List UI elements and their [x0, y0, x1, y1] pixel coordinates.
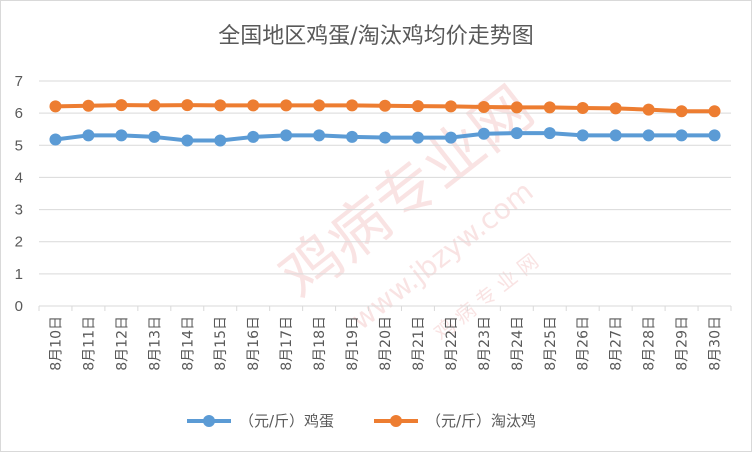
data-point — [708, 105, 721, 118]
data-point — [247, 130, 260, 143]
y-tick-label: 7 — [15, 73, 23, 90]
x-tick-label: 8月22日 — [444, 316, 460, 371]
data-point — [642, 103, 655, 116]
data-point — [346, 130, 359, 143]
x-tick-label: 8月30日 — [708, 316, 724, 371]
grid — [38, 80, 732, 311]
y-axis-ticks: 0 1 2 3 4 5 6 7 — [15, 73, 23, 315]
x-tick-label: 8月18日 — [312, 316, 328, 371]
x-tick-label: 8月23日 — [477, 316, 493, 371]
x-tick-label: 8月12日 — [114, 316, 130, 371]
data-point — [379, 131, 391, 144]
legend-marker — [390, 415, 402, 427]
data-point — [411, 100, 424, 113]
data-point — [444, 100, 457, 113]
data-point — [510, 127, 523, 140]
data-point — [313, 99, 326, 112]
data-point — [642, 129, 655, 142]
data-point — [675, 105, 688, 118]
data-point — [543, 127, 556, 140]
data-point — [609, 102, 622, 115]
data-point — [82, 99, 95, 112]
data-point — [181, 134, 194, 147]
legend-marker — [203, 415, 215, 427]
y-tick-label: 4 — [15, 169, 23, 186]
data-point — [444, 131, 457, 144]
series — [49, 99, 721, 147]
x-tick-label: 8月25日 — [543, 316, 559, 371]
data-point — [477, 127, 490, 140]
x-axis-ticks: 8月10日 8月11日 8月12日 8月13日 8月14日 8月15日 8月16日 8月17日… — [48, 316, 723, 371]
data-point — [115, 129, 128, 142]
legend-label: （元/斤）淘汰鸡 — [426, 412, 536, 430]
x-tick-label: 8月14日 — [180, 316, 196, 371]
data-point — [82, 129, 95, 142]
data-point — [510, 101, 523, 114]
x-tick-label: 8月29日 — [675, 316, 691, 371]
y-tick-label: 3 — [15, 202, 23, 219]
data-point — [214, 99, 227, 112]
data-point — [49, 133, 62, 146]
x-tick-label: 8月27日 — [609, 316, 625, 371]
data-point — [115, 99, 128, 112]
data-point — [49, 100, 62, 113]
legend-item: （元/斤）淘汰鸡 — [374, 412, 536, 430]
y-tick-label: 0 — [15, 298, 23, 315]
data-point — [247, 99, 260, 112]
data-point — [280, 129, 293, 142]
data-point — [609, 129, 622, 142]
chart-title: 全国地区鸡蛋/淘汰鸡均价走势图 — [218, 24, 533, 49]
data-point — [675, 129, 688, 142]
x-tick-label: 8月24日 — [510, 316, 526, 371]
data-point — [379, 99, 391, 112]
series-2 — [49, 99, 721, 118]
x-tick-label: 8月26日 — [576, 316, 592, 371]
x-tick-label: 8月11日 — [81, 316, 97, 371]
data-point — [543, 101, 556, 114]
x-tick-label: 8月13日 — [147, 316, 163, 371]
x-tick-label: 8月16日 — [246, 316, 262, 371]
x-tick-label: 8月17日 — [279, 316, 295, 371]
data-point — [181, 99, 194, 112]
watermark: 鸡病专业网 www.jbzyw.com 鸡 病 专 业 网 — [267, 73, 546, 345]
x-tick-label: 8月21日 — [411, 316, 427, 371]
data-point — [214, 134, 227, 147]
y-tick-label: 5 — [15, 137, 23, 154]
data-point — [148, 99, 161, 112]
x-tick-label: 8月19日 — [345, 316, 361, 371]
legend: （元/斤）鸡蛋 （元/斤）淘汰鸡 — [187, 412, 536, 430]
x-tick-label: 8月28日 — [642, 316, 658, 371]
legend-item: （元/斤）鸡蛋 — [187, 412, 334, 430]
y-tick-label: 1 — [15, 266, 23, 283]
x-tick-label: 8月20日 — [378, 316, 394, 371]
data-point — [280, 99, 293, 112]
data-point — [576, 102, 589, 114]
data-point — [708, 129, 721, 142]
x-tick-label: 8月10日 — [48, 316, 64, 371]
legend-label: （元/斤）鸡蛋 — [239, 412, 334, 430]
y-tick-label: 2 — [15, 234, 23, 251]
data-point — [576, 129, 589, 142]
data-point — [346, 99, 359, 112]
data-point — [313, 129, 326, 142]
data-point — [477, 101, 490, 114]
series-1 — [49, 127, 721, 147]
data-point — [411, 131, 424, 144]
data-point — [148, 130, 161, 143]
x-tick-label: 8月15日 — [213, 316, 229, 371]
y-tick-label: 6 — [15, 105, 23, 122]
